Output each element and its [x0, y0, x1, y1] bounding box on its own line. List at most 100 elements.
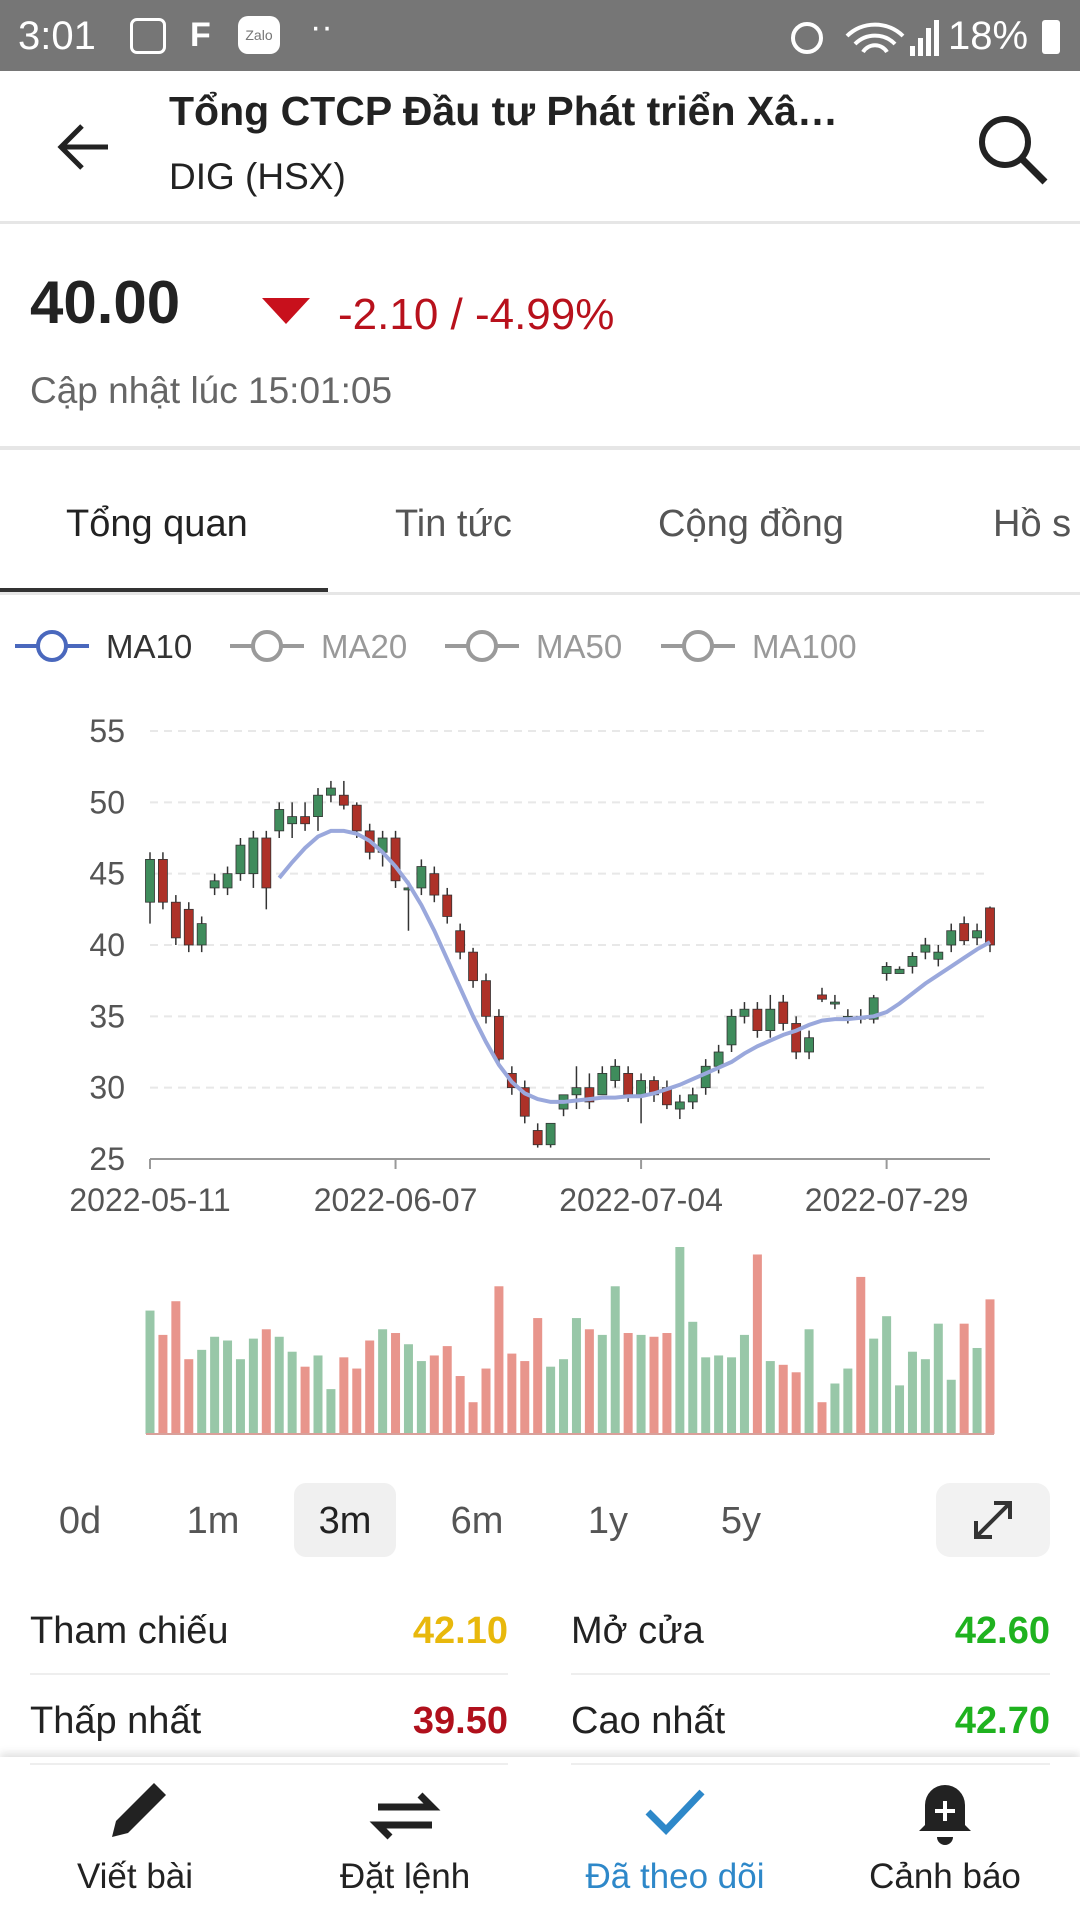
candle-body	[390, 837, 401, 882]
y-tick-label: 40	[89, 927, 125, 963]
candle-body	[287, 816, 298, 825]
candle-body	[571, 1087, 582, 1096]
volume-bar	[882, 1316, 892, 1434]
stat-label: Cao nhất	[571, 1700, 726, 1742]
candle-body	[416, 866, 427, 889]
down-arrow	[262, 298, 310, 324]
candle-body	[170, 901, 181, 939]
candle-body	[158, 858, 168, 903]
volume-bar	[184, 1359, 194, 1434]
candle-body	[881, 965, 892, 974]
legend-label: MA10	[106, 628, 192, 665]
stat-value: 42.10	[412, 1610, 508, 1652]
range-button[interactable]: 5y	[720, 1500, 762, 1542]
candle-body	[183, 908, 194, 946]
volume-bar	[907, 1351, 917, 1434]
candle-body	[326, 787, 336, 796]
candle-body	[494, 1015, 504, 1060]
volume-bar	[856, 1276, 866, 1434]
volume-bar	[326, 1389, 336, 1434]
nav-item[interactable]: Đã theo dõi	[585, 1857, 765, 1896]
range-button[interactable]: 3m	[318, 1500, 372, 1542]
icon	[130, 18, 166, 54]
volume-bar	[494, 1286, 504, 1434]
volume-bar	[636, 1334, 646, 1434]
status-bar: 3:01 F Zalo ·· 18%	[0, 0, 1080, 71]
volume-bar	[378, 1329, 388, 1434]
volume-bar	[481, 1368, 491, 1434]
x-tick-label: 2022-07-04	[559, 1182, 723, 1218]
range-button[interactable]: 0d	[58, 1500, 102, 1542]
volume-bar	[765, 1361, 775, 1434]
volume-bar	[623, 1333, 633, 1434]
time: 3:01	[18, 14, 96, 58]
candle-body	[830, 1001, 840, 1005]
volume-bar	[688, 1321, 698, 1434]
candle-body	[610, 1065, 621, 1081]
volume-bar	[261, 1329, 271, 1434]
volume-bar	[804, 1329, 814, 1434]
update-time: Cập nhật lúc 15:01:05	[30, 370, 393, 411]
candle-body	[972, 930, 982, 939]
candle-body	[235, 844, 246, 875]
legend-label: MA50	[536, 628, 622, 665]
volume-bar	[946, 1379, 956, 1434]
volume-bar	[662, 1333, 672, 1434]
candle-body	[545, 1122, 556, 1146]
volume-bar	[817, 1402, 827, 1434]
y-tick-label: 45	[89, 856, 125, 892]
candle-body	[597, 1072, 608, 1096]
candle-body	[222, 873, 233, 889]
candle-body	[726, 1015, 737, 1046]
bottom-nav: Viết bài Đặt lệnh Đã theo dõi Cảnh báo	[0, 1757, 1080, 1920]
volume-bar	[571, 1318, 581, 1434]
candle-body	[636, 1080, 646, 1096]
volume-bar	[985, 1299, 995, 1434]
candle-body	[959, 923, 970, 942]
x-tick-label: 2022-07-29	[805, 1182, 969, 1218]
volume-bar	[352, 1368, 362, 1434]
range-button[interactable]: 1y	[587, 1500, 629, 1542]
volume-bar	[739, 1334, 749, 1434]
candle-body	[338, 794, 349, 806]
nav-item[interactable]: Đặt lệnh	[339, 1857, 471, 1896]
nav-item[interactable]: Cảnh báo	[869, 1857, 1021, 1896]
candle-body	[778, 1001, 789, 1024]
legend-marker	[36, 630, 68, 662]
volume-bar	[778, 1364, 788, 1434]
volume-bar	[391, 1333, 401, 1434]
tab[interactable]: Hồ s	[993, 503, 1072, 545]
nav-item[interactable]: Viết bài	[76, 1857, 194, 1896]
candle-body	[804, 1037, 814, 1053]
legend-marker	[466, 630, 498, 662]
candle-body	[313, 794, 323, 817]
volume-bar	[559, 1359, 569, 1434]
search-button[interactable]	[975, 112, 1050, 187]
tab[interactable]: Tin tức	[395, 503, 512, 545]
volume-bar	[171, 1301, 181, 1434]
volume-bar	[895, 1385, 905, 1434]
range-button[interactable]: 1m	[186, 1500, 240, 1542]
candle-body	[985, 907, 995, 946]
volume-bar	[235, 1359, 245, 1434]
candle-body	[261, 837, 272, 889]
candle-body	[687, 1094, 698, 1103]
candle-body	[300, 816, 310, 825]
x-tick-label: 2022-05-11	[69, 1182, 230, 1218]
range-button[interactable]: 6m	[450, 1500, 504, 1542]
stat-value: 39.50	[412, 1700, 508, 1742]
back-button[interactable]	[56, 122, 112, 172]
volume-bar	[843, 1368, 853, 1434]
tab[interactable]: Tổng quan	[66, 503, 248, 545]
volume-bar	[223, 1340, 233, 1434]
tab[interactable]: Cộng đồng	[658, 503, 844, 545]
status-icons	[791, 20, 939, 56]
volume-bar	[429, 1355, 439, 1434]
volume-bar	[791, 1372, 801, 1434]
stat-value: 42.60	[954, 1610, 1050, 1652]
candle-body	[481, 980, 491, 1017]
expand-button[interactable]	[936, 1483, 1050, 1557]
divider	[0, 592, 1080, 595]
volume-bar	[649, 1336, 659, 1434]
